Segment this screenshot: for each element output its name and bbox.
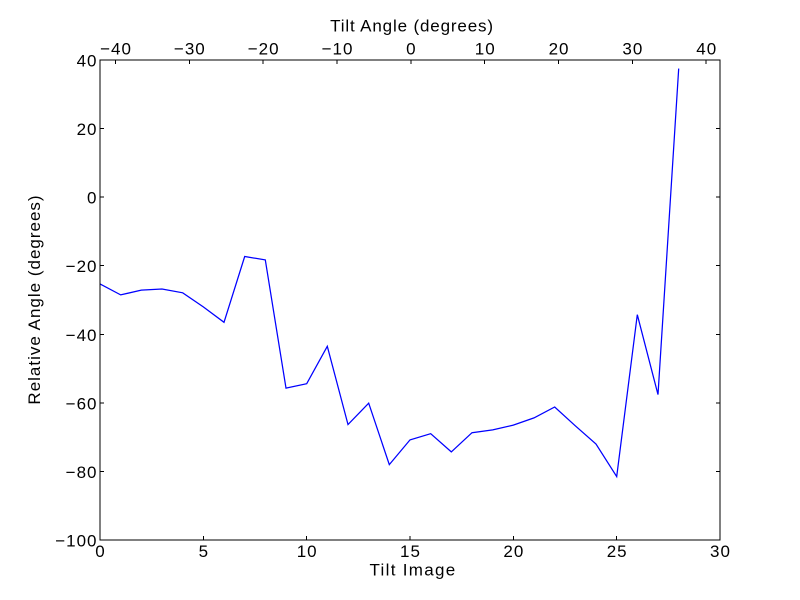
svg-text:−20: −20 <box>66 257 98 276</box>
svg-text:Tilt Image: Tilt Image <box>369 561 456 580</box>
svg-text:10: 10 <box>297 542 318 561</box>
svg-text:Tilt Angle (degrees): Tilt Angle (degrees) <box>330 17 494 36</box>
svg-text:30: 30 <box>622 40 643 59</box>
svg-text:−100: −100 <box>55 532 97 551</box>
svg-text:10: 10 <box>475 40 496 59</box>
svg-text:40: 40 <box>77 52 98 71</box>
svg-text:−80: −80 <box>66 463 98 482</box>
svg-text:−40: −40 <box>100 40 132 59</box>
svg-text:25: 25 <box>607 542 628 561</box>
svg-text:−60: −60 <box>66 394 98 413</box>
svg-text:20: 20 <box>503 542 524 561</box>
svg-text:−30: −30 <box>174 40 206 59</box>
svg-text:30: 30 <box>710 542 731 561</box>
svg-text:20: 20 <box>549 40 570 59</box>
svg-text:5: 5 <box>199 542 209 561</box>
svg-text:0: 0 <box>406 40 416 59</box>
svg-text:20: 20 <box>77 120 98 139</box>
svg-text:−10: −10 <box>322 40 354 59</box>
svg-text:0: 0 <box>87 189 97 208</box>
svg-text:Relative Angle (degrees): Relative Angle (degrees) <box>25 194 44 404</box>
svg-text:15: 15 <box>400 542 421 561</box>
svg-text:−20: −20 <box>248 40 280 59</box>
svg-text:0: 0 <box>95 542 105 561</box>
svg-text:40: 40 <box>696 40 717 59</box>
svg-text:−40: −40 <box>66 326 98 345</box>
